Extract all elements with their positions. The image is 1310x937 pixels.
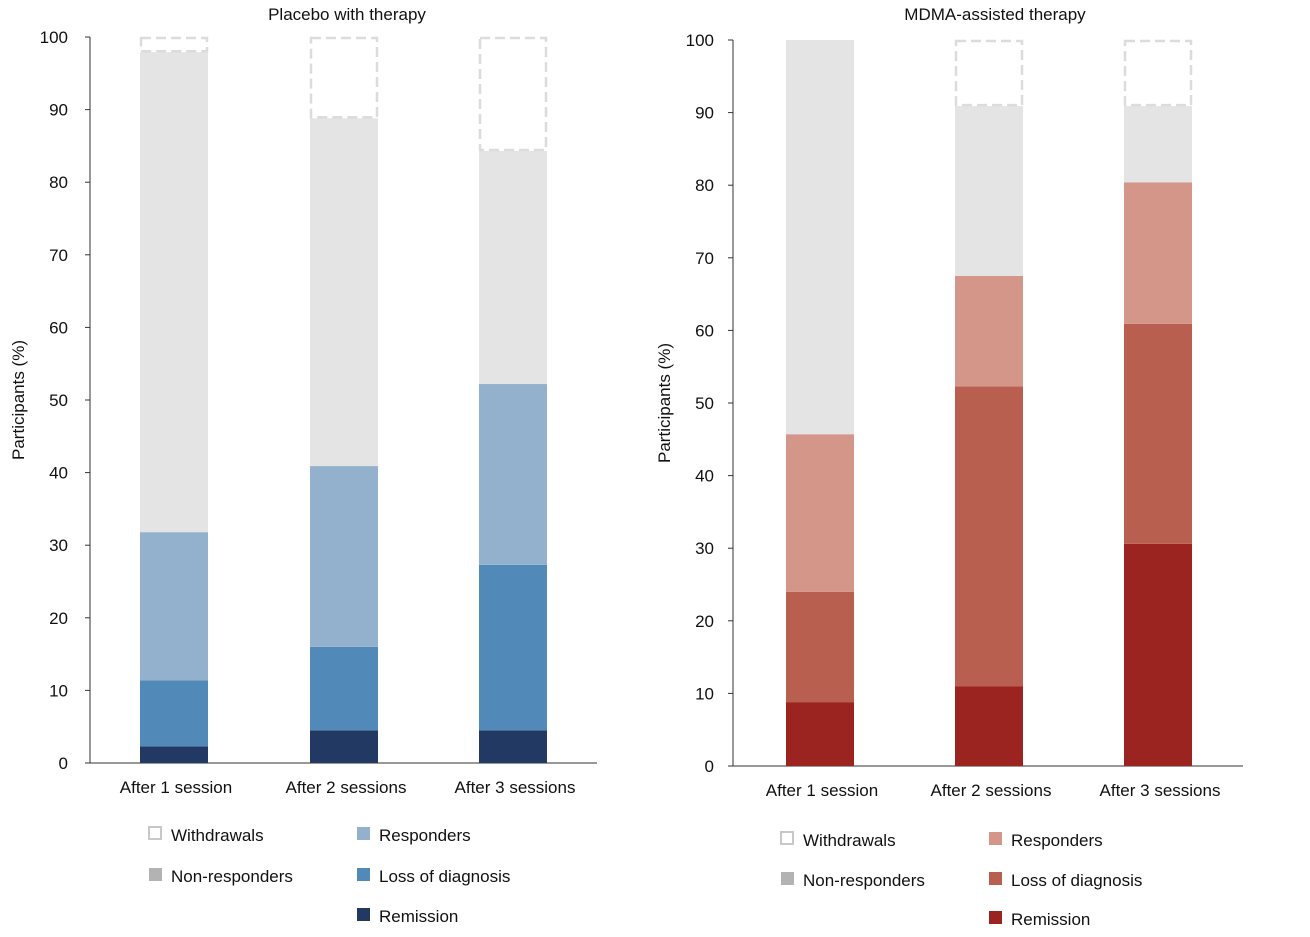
legend-label: Loss of diagnosis (1011, 871, 1142, 890)
bar-segment-non-responders (786, 40, 854, 435)
legend-label: Loss of diagnosis (379, 867, 510, 886)
y-tick-label: 100 (686, 31, 714, 50)
bar-segment-non-responders (479, 150, 547, 385)
legend-swatch (357, 827, 370, 840)
bar-segment-non-responders (955, 106, 1023, 276)
bar-segment-loss-of-diagnosis (955, 386, 1023, 687)
legend-swatch (780, 831, 794, 845)
bar-segment-responders (1124, 182, 1192, 324)
legend: Withdrawals Non-responders Responders Loss … (148, 826, 510, 926)
x-tick-label: After 2 sessions (286, 778, 407, 797)
legend: Withdrawals Non-responders Responders Loss … (780, 831, 1142, 929)
y-tick-label: 70 (695, 249, 714, 268)
x-tick-label: After 3 sessions (1100, 781, 1221, 800)
y-tick-label: 50 (695, 394, 714, 413)
legend-item: Loss of diagnosis (989, 871, 1142, 890)
y-tick-label: 20 (49, 609, 68, 628)
legend-item: Responders (357, 826, 471, 845)
bar-segment-remission (140, 746, 208, 763)
bar-segment-responders (479, 384, 547, 565)
x-tick-label: After 2 sessions (931, 781, 1052, 800)
legend-label: Withdrawals (171, 826, 264, 845)
bar-segment-loss-of-diagnosis (140, 680, 208, 747)
legend-swatch (357, 908, 370, 921)
legend-swatch (148, 826, 162, 840)
y-tick-label: 10 (49, 681, 68, 700)
legend-label: Responders (1011, 831, 1103, 850)
bar-segment-responders (955, 275, 1023, 387)
y-tick-label: 90 (49, 101, 68, 120)
y-axis-title: Participants (%) (9, 340, 28, 460)
bar-segment-withdrawals (139, 36, 209, 53)
y-tick-label: 60 (49, 318, 68, 337)
legend-label: Withdrawals (803, 831, 896, 850)
x-tick-label: After 1 session (766, 781, 878, 800)
y-tick-label: 50 (49, 391, 68, 410)
legend-item: Non-responders (149, 867, 293, 886)
y-tick-label: 30 (49, 536, 68, 555)
y-tick-label: 0 (59, 754, 68, 773)
legend-item: Remission (357, 907, 458, 926)
legend-swatch (149, 868, 162, 881)
legend-swatch (781, 872, 794, 885)
bar-segment-withdrawals (478, 36, 548, 152)
bar-segment-non-responders (140, 52, 208, 533)
bar-segment-remission (479, 730, 547, 763)
y-tick-label: 30 (695, 539, 714, 558)
legend-label: Non-responders (803, 871, 925, 890)
y-tick-label: 40 (695, 467, 714, 486)
y-tick-label: 90 (695, 104, 714, 123)
x-tick-label: After 1 session (120, 778, 232, 797)
y-tick-label: 20 (695, 612, 714, 631)
legend-swatch (989, 832, 1002, 845)
chart-panel-1: MDMA-assisted therapy Participants (%) 0 10… (655, 5, 1243, 929)
bar-segment-remission (1124, 543, 1192, 766)
y-tick-label: 10 (695, 684, 714, 703)
legend-swatch (989, 911, 1002, 924)
bar-segment-withdrawals (954, 39, 1024, 107)
y-tick-label: 0 (705, 757, 714, 776)
bar-segment-responders (786, 434, 854, 592)
y-tick-label: 40 (49, 464, 68, 483)
y-tick-label: 80 (695, 176, 714, 195)
bar-segment-non-responders (1124, 106, 1192, 183)
legend-label: Remission (1011, 910, 1090, 929)
chart-title: Placebo with therapy (268, 5, 426, 24)
bar-segment-remission (955, 686, 1023, 766)
y-tick-label: 60 (695, 321, 714, 340)
bar-segment-withdrawals (309, 36, 379, 119)
bar-segment-non-responders (310, 118, 378, 467)
y-axis-title: Participants (%) (655, 343, 674, 463)
legend-label: Remission (379, 907, 458, 926)
legend-item: Withdrawals (148, 826, 264, 845)
legend-label: Responders (379, 826, 471, 845)
bar-segment-loss-of-diagnosis (310, 646, 378, 731)
bar-segment-loss-of-diagnosis (786, 591, 854, 703)
chart-title: MDMA-assisted therapy (904, 5, 1086, 24)
legend-item: Withdrawals (780, 831, 896, 850)
legend-item: Remission (989, 910, 1090, 929)
y-tick-label: 80 (49, 173, 68, 192)
bar-segment-responders (140, 532, 208, 681)
y-tick-label: 100 (40, 28, 68, 47)
bar-segment-responders (310, 466, 378, 647)
legend-swatch (989, 872, 1002, 885)
x-tick-label: After 3 sessions (455, 778, 576, 797)
chart-panel-0: Placebo with therapy Participants (%) 0 10 2… (9, 5, 597, 926)
y-tick-label: 70 (49, 246, 68, 265)
legend-label: Non-responders (171, 867, 293, 886)
bar-segment-remission (786, 702, 854, 766)
bar-segment-remission (310, 730, 378, 763)
bar-segment-loss-of-diagnosis (479, 564, 547, 731)
legend-item: Responders (989, 831, 1103, 850)
bar-segment-withdrawals (1123, 39, 1193, 107)
legend-item: Non-responders (781, 871, 925, 890)
bar-segment-loss-of-diagnosis (1124, 323, 1192, 544)
legend-item: Loss of diagnosis (357, 867, 510, 886)
legend-swatch (357, 868, 370, 881)
